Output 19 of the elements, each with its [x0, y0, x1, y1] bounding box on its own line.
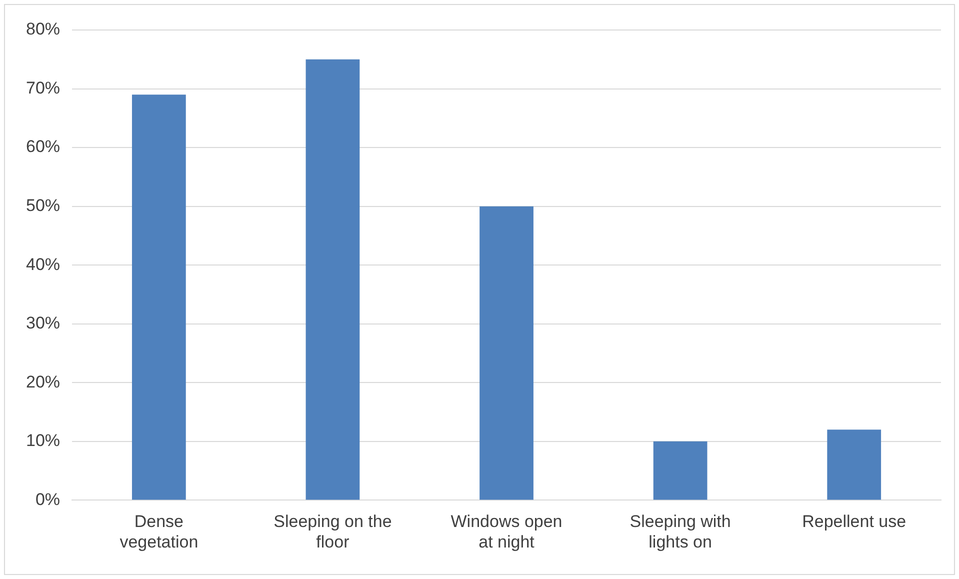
x-tick-label: Repellent use — [802, 512, 906, 532]
bar — [653, 441, 708, 500]
bar — [827, 430, 882, 500]
y-tick-label: 30% — [26, 314, 60, 333]
x-tick-label: Sleeping on the floor — [274, 512, 392, 552]
bar — [132, 94, 186, 500]
y-tick-label: 60% — [26, 137, 60, 156]
x-tick-label: Sleeping with lights on — [630, 512, 731, 552]
y-tick-label: 70% — [26, 78, 60, 98]
y-tick-label: 10% — [26, 431, 60, 450]
x-tick-label: Dense vegetation — [120, 512, 198, 552]
y-tick-label: 40% — [26, 254, 60, 274]
x-tick-label: Windows open at night — [450, 512, 562, 552]
bar — [480, 206, 534, 500]
y-tick-label: 50% — [26, 196, 60, 216]
y-tick-label: 20% — [26, 372, 60, 392]
bar — [306, 59, 360, 500]
y-tick-label: 0% — [35, 490, 60, 509]
y-tick-label: 80% — [26, 20, 60, 39]
